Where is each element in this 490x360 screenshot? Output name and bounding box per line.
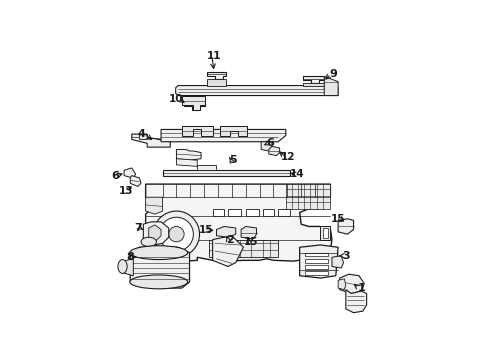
- Polygon shape: [340, 274, 365, 293]
- Text: 3: 3: [342, 251, 350, 261]
- Text: 8: 8: [126, 252, 134, 262]
- Polygon shape: [286, 184, 330, 209]
- Text: 6: 6: [267, 138, 274, 148]
- Circle shape: [169, 226, 184, 242]
- Ellipse shape: [130, 246, 188, 260]
- Text: 15: 15: [331, 214, 345, 224]
- Polygon shape: [217, 226, 236, 237]
- Polygon shape: [278, 209, 290, 216]
- Polygon shape: [245, 209, 259, 216]
- Text: 14: 14: [290, 169, 305, 179]
- Polygon shape: [303, 83, 324, 86]
- Polygon shape: [323, 228, 328, 238]
- Text: 1: 1: [357, 283, 365, 293]
- Polygon shape: [197, 165, 217, 170]
- Polygon shape: [132, 134, 171, 147]
- Polygon shape: [213, 236, 244, 266]
- Polygon shape: [338, 219, 354, 234]
- Polygon shape: [269, 147, 280, 156]
- Polygon shape: [149, 225, 161, 240]
- Polygon shape: [182, 95, 205, 110]
- Polygon shape: [228, 209, 241, 216]
- Polygon shape: [324, 76, 338, 95]
- Polygon shape: [338, 279, 346, 289]
- Polygon shape: [176, 159, 197, 166]
- Text: 2: 2: [226, 235, 234, 244]
- Polygon shape: [161, 130, 286, 142]
- Text: 4: 4: [138, 129, 146, 139]
- Polygon shape: [207, 80, 226, 86]
- Text: 15: 15: [198, 225, 213, 235]
- Polygon shape: [122, 259, 133, 276]
- Polygon shape: [305, 265, 328, 269]
- Polygon shape: [130, 176, 141, 186]
- Polygon shape: [261, 142, 272, 151]
- Ellipse shape: [130, 275, 188, 289]
- Polygon shape: [175, 86, 338, 95]
- Polygon shape: [184, 101, 205, 110]
- Polygon shape: [305, 271, 328, 275]
- Text: 6: 6: [111, 171, 119, 181]
- Ellipse shape: [141, 237, 156, 247]
- Polygon shape: [305, 253, 328, 256]
- Polygon shape: [124, 168, 136, 178]
- Text: 7: 7: [134, 223, 142, 233]
- Polygon shape: [346, 289, 367, 313]
- Text: 12: 12: [281, 152, 295, 162]
- Polygon shape: [130, 247, 190, 288]
- Circle shape: [153, 211, 199, 257]
- Polygon shape: [263, 209, 274, 216]
- Ellipse shape: [118, 260, 127, 274]
- Polygon shape: [140, 134, 147, 139]
- Polygon shape: [163, 170, 290, 176]
- Polygon shape: [303, 76, 324, 83]
- Polygon shape: [300, 245, 338, 278]
- Text: 11: 11: [207, 50, 221, 60]
- Polygon shape: [320, 226, 330, 239]
- Polygon shape: [146, 184, 332, 261]
- Text: 10: 10: [169, 94, 184, 104]
- Polygon shape: [143, 222, 169, 245]
- Text: 15: 15: [244, 237, 258, 247]
- Polygon shape: [209, 239, 278, 257]
- Polygon shape: [146, 197, 163, 214]
- Polygon shape: [220, 126, 247, 136]
- Polygon shape: [241, 226, 257, 239]
- Polygon shape: [176, 149, 201, 160]
- Text: 9: 9: [330, 69, 338, 79]
- Polygon shape: [305, 259, 328, 263]
- Polygon shape: [207, 72, 226, 80]
- Text: 13: 13: [119, 186, 133, 196]
- Polygon shape: [213, 209, 224, 216]
- Circle shape: [160, 217, 194, 251]
- Text: 5: 5: [230, 155, 237, 165]
- Polygon shape: [182, 126, 213, 136]
- Polygon shape: [332, 256, 343, 268]
